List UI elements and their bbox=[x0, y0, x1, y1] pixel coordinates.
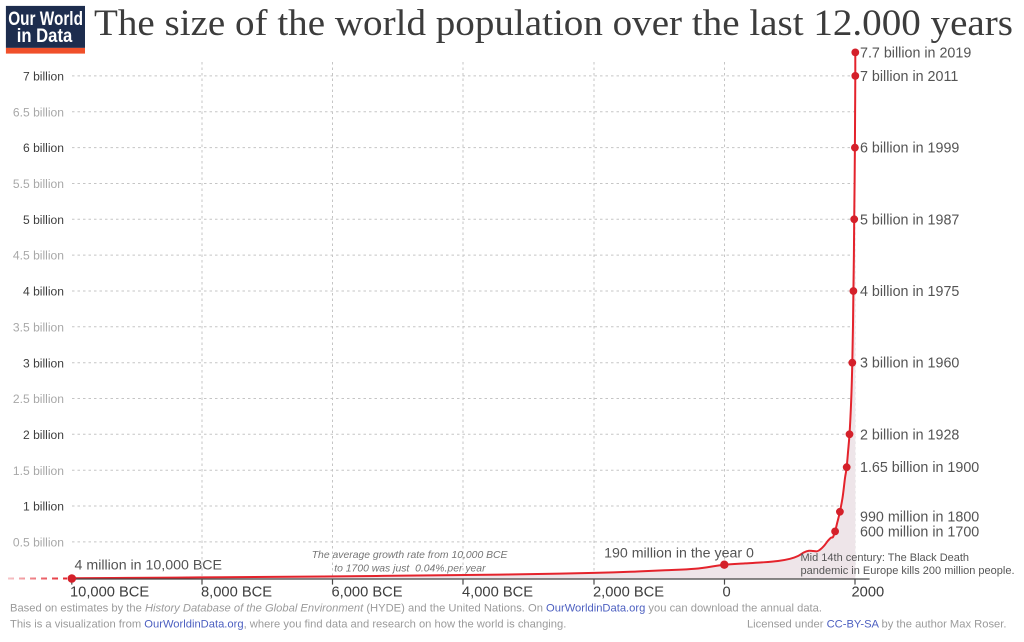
svg-text:5 billion in 1987: 5 billion in 1987 bbox=[860, 212, 959, 228]
svg-text:Based on estimates by the Hist: Based on estimates by the History Databa… bbox=[10, 603, 822, 615]
svg-text:2000: 2000 bbox=[852, 585, 885, 601]
svg-text:7 billion in 2011: 7 billion in 2011 bbox=[860, 69, 958, 85]
svg-text:190 million in the year 0: 190 million in the year 0 bbox=[604, 546, 754, 562]
svg-text:990 million in 1800: 990 million in 1800 bbox=[860, 510, 979, 526]
svg-text:6,000 BCE: 6,000 BCE bbox=[332, 585, 403, 601]
svg-text:6 billion: 6 billion bbox=[23, 141, 64, 155]
svg-text:Our World: Our World bbox=[8, 9, 83, 30]
svg-text:2 billion in 1928: 2 billion in 1928 bbox=[860, 427, 959, 443]
svg-text:6 billion in 1999: 6 billion in 1999 bbox=[860, 141, 959, 157]
svg-text:Licensed under CC-BY-SA by the: Licensed under CC-BY-SA by the author Ma… bbox=[747, 619, 1007, 631]
svg-text:0.5 billion: 0.5 billion bbox=[13, 536, 64, 550]
svg-text:2,000 BCE: 2,000 BCE bbox=[593, 585, 664, 601]
svg-text:1.65 billion in 1900: 1.65 billion in 1900 bbox=[860, 460, 979, 476]
svg-text:600 million in 1700: 600 million in 1700 bbox=[860, 525, 979, 541]
svg-text:10,000 BCE: 10,000 BCE bbox=[70, 585, 149, 601]
svg-text:4 billion: 4 billion bbox=[23, 285, 64, 299]
svg-text:8,000 BCE: 8,000 BCE bbox=[201, 585, 272, 601]
svg-text:Mid 14th century: The Black De: Mid 14th century: The Black Death bbox=[801, 552, 970, 564]
svg-text:1 billion: 1 billion bbox=[23, 500, 64, 514]
svg-text:4.5 billion: 4.5 billion bbox=[13, 249, 64, 263]
svg-text:5.5 billion: 5.5 billion bbox=[13, 177, 64, 191]
svg-text:This is a visualization from O: This is a visualization from OurWorldinD… bbox=[10, 619, 566, 631]
svg-text:7.7 billion in 2019: 7.7 billion in 2019 bbox=[860, 45, 971, 61]
svg-text:3 billion: 3 billion bbox=[23, 356, 64, 370]
svg-text:2.5 billion: 2.5 billion bbox=[13, 392, 64, 406]
svg-text:4 million in 10,000 BCE: 4 million in 10,000 BCE bbox=[75, 558, 222, 574]
svg-text:4 billion in 1975: 4 billion in 1975 bbox=[860, 284, 959, 300]
svg-text:3.5 billion: 3.5 billion bbox=[13, 320, 64, 334]
svg-text:1.5 billion: 1.5 billion bbox=[13, 464, 64, 478]
svg-text:in Data: in Data bbox=[17, 26, 73, 47]
svg-text:2 billion: 2 billion bbox=[23, 428, 64, 442]
svg-text:to 1700 was just 0.04%.per ye: to 1700 was just 0.04%.per year bbox=[334, 564, 486, 575]
svg-text:pandemic in Europe kills 200 m: pandemic in Europe kills 200 million peo… bbox=[801, 565, 1015, 577]
svg-text:5 billion: 5 billion bbox=[23, 213, 64, 227]
svg-text:6.5 billion: 6.5 billion bbox=[13, 105, 64, 119]
svg-text:3 billion in 1960: 3 billion in 1960 bbox=[860, 356, 959, 372]
svg-text:The average growth rate from 1: The average growth rate from 10,000 BCE bbox=[312, 550, 509, 561]
svg-text:The size of the world populati: The size of the world population over th… bbox=[94, 2, 1013, 43]
svg-text:0: 0 bbox=[723, 585, 731, 601]
svg-text:7 billion: 7 billion bbox=[23, 70, 64, 84]
svg-text:4,000 BCE: 4,000 BCE bbox=[462, 585, 533, 601]
